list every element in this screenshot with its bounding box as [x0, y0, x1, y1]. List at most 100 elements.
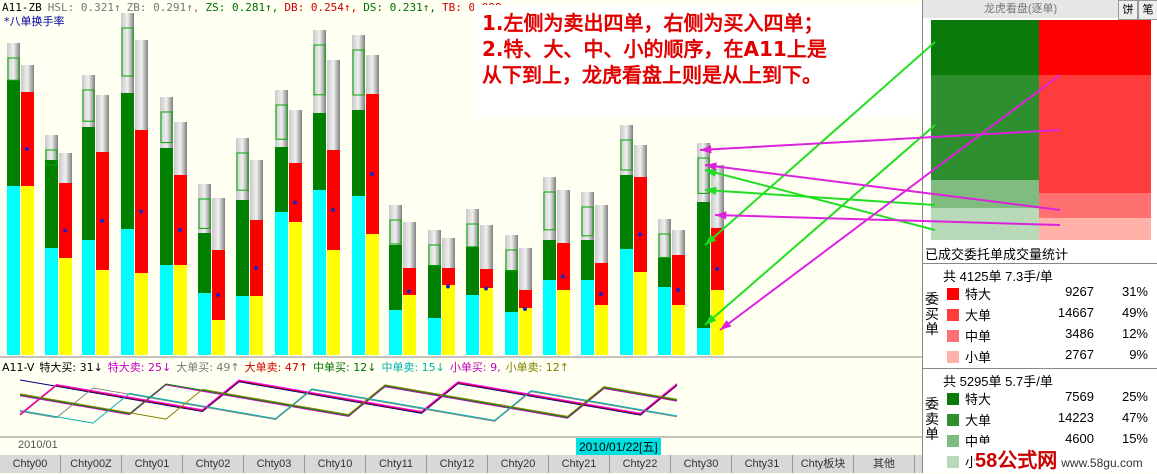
- date-label: 2010/01: [18, 439, 58, 451]
- row-name: 大单: [965, 413, 992, 428]
- green-bar: [275, 147, 288, 212]
- tab[interactable]: Chty12: [427, 455, 488, 473]
- tab[interactable]: Chty01: [122, 455, 183, 473]
- cyan-bar: [313, 190, 326, 355]
- block: [1039, 218, 1151, 240]
- block: [931, 180, 1039, 208]
- gray-bar: [543, 177, 556, 240]
- tab[interactable]: Chty22: [610, 455, 671, 473]
- stat-row: 大单 14223 47%: [941, 410, 1156, 430]
- gray-bar: [389, 205, 402, 245]
- row-name: 大单: [965, 308, 992, 323]
- outline: [7, 57, 20, 81]
- green-bar: [389, 245, 402, 310]
- green-bar: [581, 240, 594, 280]
- volume-item: 特大买: 31↓: [39, 361, 103, 374]
- header-item: DS: 0.231↑,: [363, 1, 437, 14]
- gray-bar: [174, 122, 187, 175]
- color-swatch: [947, 351, 959, 363]
- stat-row: 中单 4600 15%: [941, 431, 1156, 451]
- yellow-bar: [96, 270, 109, 355]
- tab[interactable]: Chty20: [488, 455, 549, 473]
- row-count: 3486: [1065, 326, 1094, 341]
- color-swatch: [947, 393, 959, 405]
- color-swatch: [947, 330, 959, 342]
- tab[interactable]: Chty21: [549, 455, 610, 473]
- row-count: 4600: [1065, 431, 1094, 446]
- tab[interactable]: Chty02: [183, 455, 244, 473]
- outline: [466, 223, 479, 248]
- gray-bar: [658, 219, 671, 258]
- green-bar: [352, 110, 365, 196]
- green-bar: [236, 200, 249, 296]
- gray-bar: [620, 125, 633, 175]
- yellow-bar: [557, 290, 570, 355]
- gray-bar: [634, 145, 647, 177]
- sell-section: 共 5295单 5.7手/单 委卖单 特大 7569 25% 大单 14223 47% 中单 46…: [923, 368, 1157, 474]
- gray-bar: [7, 43, 20, 80]
- dot: [331, 208, 335, 212]
- yellow-bar: [250, 296, 263, 355]
- dot: [446, 284, 450, 289]
- volume-line: [19, 379, 678, 415]
- annotation-line: 2.特、大、中、小的顺序，在A11上是: [482, 37, 827, 61]
- tab[interactable]: Chty板块: [793, 455, 854, 473]
- tab[interactable]: 其他: [854, 455, 915, 473]
- yellow-bar: [519, 308, 532, 355]
- color-swatch: [947, 414, 959, 426]
- cyan-bar: [620, 249, 633, 355]
- tab[interactable]: Chty30: [671, 455, 732, 473]
- summary: 共 5295单 5.7手/单: [943, 374, 1053, 389]
- yellow-bar: [21, 186, 34, 355]
- red-bar: [289, 163, 302, 222]
- dot: [407, 289, 411, 294]
- pie-button[interactable]: 饼: [1118, 0, 1138, 20]
- cyan-bar: [352, 196, 365, 355]
- gray-bar: [557, 190, 570, 243]
- red-bar: [21, 92, 34, 186]
- yellow-bar: [174, 265, 187, 355]
- cyan-bar: [543, 280, 556, 355]
- cyan-bar: [466, 295, 479, 355]
- row-pct: 47%: [1121, 410, 1148, 425]
- yellow-bar: [212, 320, 225, 355]
- indicator-subtitle: *八单换手率: [4, 15, 65, 28]
- red-bar: [250, 220, 263, 296]
- dot: [254, 266, 258, 270]
- dot: [484, 286, 488, 291]
- cyan-bar: [697, 328, 710, 355]
- yellow-bar: [403, 295, 416, 355]
- row-name: 中单: [965, 329, 992, 344]
- annotation-line: 从下到上，龙虎看盘上则是从上到下。: [482, 63, 822, 87]
- gray-bar: [352, 35, 365, 110]
- tick-button[interactable]: 笔: [1138, 0, 1157, 20]
- tab[interactable]: Chty11: [366, 455, 427, 473]
- outline: [236, 152, 249, 191]
- volume-item: 小单买: 9,: [449, 361, 501, 374]
- color-swatch: [947, 288, 959, 300]
- gray-bar: [135, 40, 148, 130]
- gray-bar: [313, 30, 326, 113]
- green-bar: [543, 240, 556, 280]
- gray-bar: [212, 198, 225, 250]
- tab[interactable]: Chty03: [244, 455, 305, 473]
- block: [1039, 193, 1151, 218]
- outline: [313, 44, 326, 96]
- cyan-bar: [658, 287, 671, 355]
- block: [1039, 75, 1151, 193]
- cyan-bar: [198, 293, 211, 355]
- volume-line: [19, 388, 678, 424]
- red-bar: [519, 290, 532, 308]
- cyan-bar: [160, 265, 173, 355]
- volume-line: [19, 380, 678, 416]
- row-pct: 49%: [1121, 305, 1148, 320]
- header-item: ZB: 0.291↑,: [126, 1, 200, 14]
- tab[interactable]: Chty00: [0, 455, 61, 473]
- gray-bar: [595, 205, 608, 263]
- dot: [293, 200, 297, 205]
- tab[interactable]: Chty10: [305, 455, 366, 473]
- tab[interactable]: Chty31: [732, 455, 793, 473]
- green-bar: [620, 175, 633, 249]
- green-bar: [121, 93, 134, 229]
- tab[interactable]: Chty00Z: [61, 455, 122, 473]
